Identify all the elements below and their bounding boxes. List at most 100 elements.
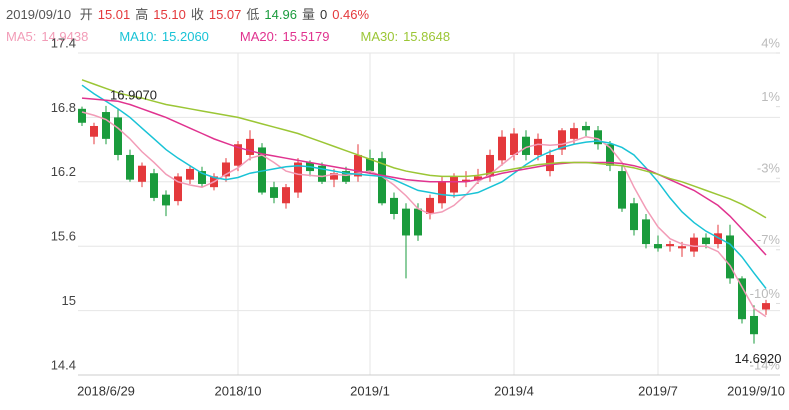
candle-body	[138, 165, 146, 182]
candle-body	[402, 208, 410, 236]
quote-change: 0.46%	[332, 7, 370, 22]
quote-value: 15.10	[153, 7, 186, 22]
ma-line	[81, 79, 767, 219]
candle-body	[414, 208, 422, 236]
legend-value: 15.2060	[161, 29, 209, 44]
y2-tick-label: -3%	[757, 161, 781, 176]
legend-name: MA20:	[239, 29, 278, 44]
candle-body	[594, 130, 602, 145]
candle-body	[282, 187, 290, 204]
candle-body	[474, 176, 482, 180]
legend-entry: MA30: 15.8648	[361, 29, 456, 44]
candle-body	[354, 154, 362, 177]
candle-body	[366, 158, 374, 172]
y-tick-label: 16.8	[51, 100, 76, 115]
legend-value: 14.9438	[41, 29, 89, 44]
candle-body	[678, 246, 686, 249]
candle-body	[126, 154, 134, 180]
candle-body	[726, 235, 734, 279]
quote-label: 高	[135, 7, 149, 22]
legend-name: MA5:	[6, 29, 37, 44]
candle-body	[534, 138, 542, 155]
candle-body	[90, 125, 98, 137]
candle-body	[750, 315, 758, 335]
y2-tick-label: -7%	[757, 232, 781, 247]
candle-body	[162, 194, 170, 206]
legend-entry: MA5: 14.9438	[6, 29, 93, 44]
candle-body	[738, 278, 746, 320]
candle-body	[150, 173, 158, 198]
candle-body	[690, 237, 698, 252]
legend-name: MA10:	[119, 29, 157, 44]
candle-body	[582, 125, 590, 131]
quote-label: 开	[79, 7, 93, 22]
candle-body	[606, 144, 614, 166]
candle-body	[462, 179, 470, 182]
y-tick-label: 17.4	[51, 35, 76, 50]
candle-body	[198, 171, 206, 184]
candle-body	[570, 128, 578, 139]
ma-line	[81, 111, 767, 318]
legend-name: MA30:	[360, 29, 399, 44]
y2-tick-label: -10%	[750, 286, 781, 301]
quote-value: 14.96	[264, 7, 297, 22]
candle-body	[114, 117, 122, 155]
candle-body	[294, 162, 302, 193]
candle-body	[246, 138, 254, 155]
candle-body	[270, 187, 278, 198]
x-tick-label: 2018/6/29	[77, 383, 135, 398]
candle-body	[522, 136, 530, 155]
quote-label: 低	[246, 7, 260, 22]
ma-legend: MA5: 14.9438 MA10: 15.2060 MA20: 15.5179 MA30:…	[6, 26, 481, 48]
y-tick-label: 15.6	[51, 229, 76, 244]
annotation: 14.6920	[735, 351, 782, 366]
candle-body	[702, 237, 710, 245]
legend-entry: MA10: 15.2060	[119, 29, 214, 44]
y-tick-label: 16.2	[51, 164, 76, 179]
candle-body	[318, 165, 326, 182]
candle-body	[330, 173, 338, 180]
y-tick-label: 15	[62, 293, 76, 308]
y2-tick-label: 1%	[761, 89, 780, 104]
candle-body	[486, 154, 494, 177]
candle-body	[258, 147, 266, 193]
candle-body	[630, 203, 638, 231]
candle-body	[102, 112, 110, 139]
candle-body	[426, 197, 434, 214]
ma-line	[81, 84, 767, 289]
candle-body	[642, 219, 650, 245]
quote-value: 0	[319, 7, 328, 22]
ma-line	[81, 97, 767, 256]
x-tick-label: 2018/10	[215, 383, 262, 398]
annotation: 16.9070	[110, 87, 157, 102]
legend-entry: MA20: 15.5179	[240, 29, 335, 44]
candle-body	[78, 108, 86, 123]
candle-body	[378, 158, 386, 204]
candle-body	[342, 171, 350, 182]
legend-value: 15.8648	[403, 29, 451, 44]
candle-body	[450, 176, 458, 193]
quote-label: 收	[190, 7, 204, 22]
candle-body	[234, 144, 242, 166]
x-tick-label: 2019/9/10	[727, 383, 785, 398]
candle-body	[390, 197, 398, 214]
candle-body	[186, 168, 194, 180]
y2-tick-label: -14%	[750, 357, 781, 372]
candle-body	[762, 303, 770, 310]
x-tick-label: 2019/4	[494, 383, 534, 398]
candle-body	[666, 244, 674, 247]
quote-date: 2019/09/10	[6, 7, 72, 22]
candle-body	[438, 181, 446, 204]
candle-body	[498, 136, 506, 161]
quote-label: 量	[301, 7, 315, 22]
candle-body	[222, 162, 230, 177]
quote-row: 2019/09/10 开 15.01 高 15.10 收 15.07 低 14.96 量 0 0.4…	[6, 4, 481, 26]
candle-body	[558, 130, 566, 150]
candle-body	[714, 233, 722, 245]
candle-body	[510, 133, 518, 155]
quote-header: 2019/09/10 开 15.01 高 15.10 收 15.07 低 14.96 量 0 0.4…	[6, 4, 481, 48]
y2-tick-label: 4%	[761, 35, 780, 50]
x-tick-label: 2019/7	[638, 383, 678, 398]
